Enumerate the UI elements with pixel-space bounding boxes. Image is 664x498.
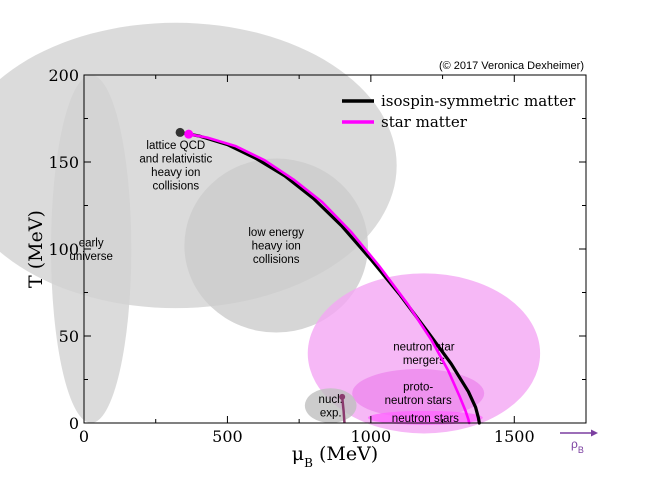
legend: isospin-symmetric matter star matter [342, 92, 576, 131]
critical-endpoint-0 [175, 127, 185, 137]
x-axis-title: μB (MeV) [292, 443, 378, 470]
regions-layer [0, 22, 541, 434]
x-tick-label: 1500 [494, 427, 535, 446]
y-tick-label: 50 [59, 327, 79, 346]
legend-label-0: isospin-symmetric matter [381, 92, 576, 110]
region-label-lattice-qcd: and relativistic [139, 154, 212, 166]
region-label-lattice-qcd: collisions [152, 181, 199, 193]
series-line-1 [187, 132, 471, 425]
region-labels-layer: early universe lattice QCD and relativistic… [69, 140, 459, 425]
region-label-lattice-qcd: heavy ion [151, 167, 200, 179]
region-label-low-energy: collisions [253, 254, 300, 266]
region-label-nuclear-experiments: nucl. [319, 394, 343, 406]
copyright-text: (© 2017 Veronica Dexheimer) [439, 60, 584, 72]
legend-label-1: star matter [381, 113, 468, 131]
region-label-neutron-star-mergers: neutron star [393, 342, 455, 354]
y-axis-title: T (MeV) [25, 210, 47, 288]
region-label-low-energy: low energy [248, 227, 304, 239]
region-proto-neutron-stars [352, 369, 485, 418]
rho-arrow: ρB [560, 429, 598, 455]
y-tick-label: 200 [48, 66, 79, 85]
nuclear-line [340, 396, 346, 424]
region-label-proto-neutron-stars: proto- [403, 382, 433, 394]
region-label-low-energy: heavy ion [252, 241, 301, 253]
x-tick-label: 0 [79, 427, 89, 446]
y-tick-label: 100 [48, 240, 79, 259]
series-layer [175, 127, 481, 425]
series-line-0 [178, 130, 481, 425]
y-tick-label: 150 [48, 153, 79, 172]
x-tick-label: 500 [212, 427, 243, 446]
ticks-layer: 0 500 1000 1500 0 50 100 150 200 [48, 66, 586, 446]
region-label-proto-neutron-stars: neutron stars [385, 395, 452, 407]
region-label-nuclear-experiments: exp. [320, 407, 342, 419]
critical-endpoint-1 [184, 129, 194, 139]
region-label-early-universe: universe [69, 251, 112, 263]
rho-label: ρB [571, 437, 584, 455]
y-tick-label: 0 [69, 414, 79, 433]
region-label-neutron-star-mergers: mergers [403, 355, 445, 367]
region-neutron-stars [367, 410, 483, 425]
rho-arrow-head [591, 429, 598, 437]
region-label-early-universe: early [79, 237, 104, 249]
nuclear-endpoint [339, 393, 346, 400]
region-label-lattice-qcd: lattice QCD [146, 140, 205, 152]
x-tick-label: 1000 [350, 427, 391, 446]
